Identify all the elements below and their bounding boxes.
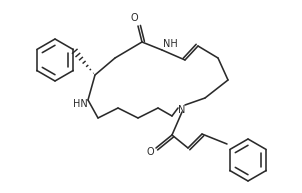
Text: NH: NH (162, 39, 177, 49)
Text: O: O (146, 147, 154, 157)
Text: HN: HN (72, 99, 87, 109)
Text: O: O (130, 13, 138, 23)
Text: N: N (178, 105, 186, 115)
